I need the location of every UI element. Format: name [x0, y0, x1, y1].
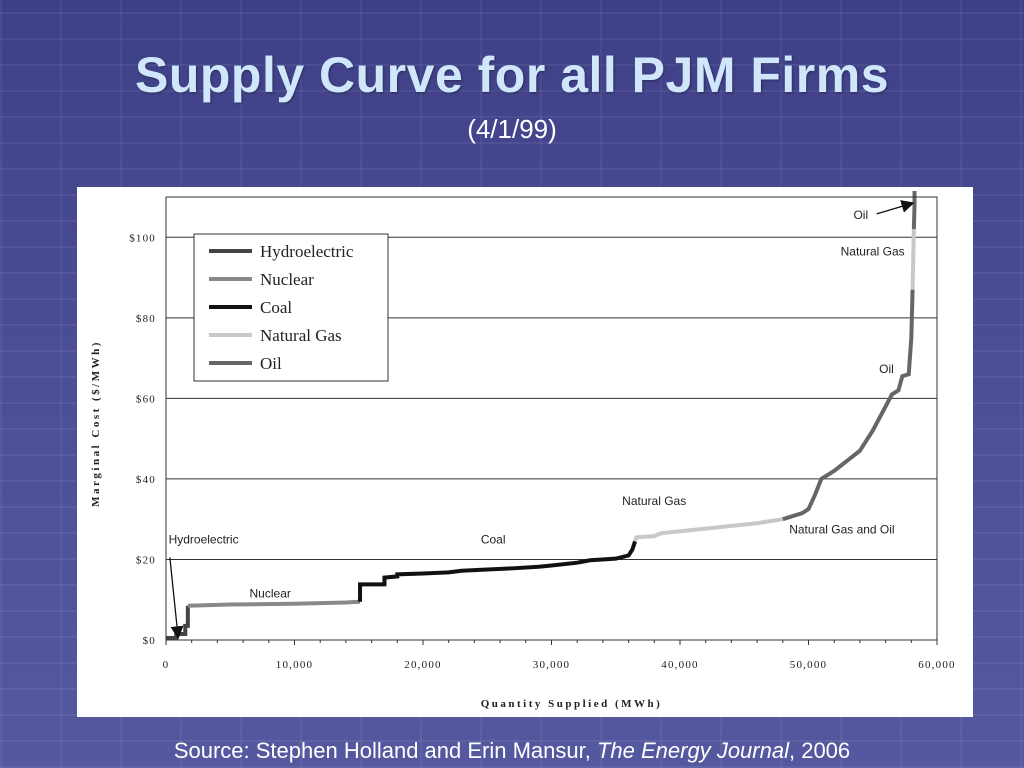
x-tick-label: 0 [163, 659, 170, 671]
annotation-label: Natural Gas [622, 494, 686, 508]
y-tick-label: $100 [129, 232, 156, 244]
legend: Hydroelectric Nuclear Coal Natural Gas Oil [193, 233, 389, 382]
x-axis-label: Quantity Supplied (MWh) [481, 698, 663, 710]
y-tick-label: $80 [136, 313, 156, 325]
slide-title: Supply Curve for all PJM Firms [134, 47, 890, 103]
x-tick-label: 10,000 [276, 659, 313, 671]
annotation-label: Hydroelectric [169, 532, 239, 546]
tick-labels: $0 $20 $40 $60 $80 $100 0 10,000 20,000 30,000 40,… [129, 232, 955, 671]
series-line-natural-gas [633, 517, 784, 542]
axes [165, 196, 938, 645]
series-lines [166, 190, 917, 640]
legend-label: Oil [260, 354, 282, 373]
series-line-nuclear [187, 599, 361, 608]
annotation-label: Oil [879, 362, 894, 376]
annotation-label: Nuclear [250, 587, 291, 601]
x-tick-label: 50,000 [790, 659, 827, 671]
annotation-label: Natural Gas and Oil [789, 522, 894, 536]
legend-label: Hydroelectric [260, 242, 354, 261]
hydro-arrow [169, 557, 184, 640]
legend-label: Coal [260, 298, 292, 317]
series-line-oil [782, 289, 915, 522]
source-journal: The Energy Journal [596, 738, 789, 763]
x-tick-label: 30,000 [533, 659, 570, 671]
series-line-natural-gas [910, 229, 916, 290]
chart-panel: $0 $20 $40 $60 $80 $100 0 10,000 20,000 30,000 40,… [77, 187, 973, 717]
y-tick-label: $20 [136, 554, 156, 566]
series-line-oil [911, 190, 917, 230]
y-axis-label: Marginal Cost ($/MWh) [90, 340, 102, 507]
source-citation: Source: Stephen Holland and Erin Mansur,… [0, 738, 1024, 764]
x-tick-label: 40,000 [661, 659, 698, 671]
y-tick-label: $40 [136, 474, 156, 486]
annotation-label: Natural Gas [841, 244, 905, 258]
legend-label: Nuclear [260, 270, 314, 289]
y-tick-label: $60 [136, 393, 156, 405]
slide-subtitle: (4/1/99) [467, 114, 557, 144]
supply-curve-chart: $0 $20 $40 $60 $80 $100 0 10,000 20,000 30,000 40,… [90, 190, 955, 710]
source-suffix: , 2006 [788, 738, 851, 763]
legend-label: Natural Gas [260, 326, 342, 345]
x-tick-label: 20,000 [404, 659, 441, 671]
series-line-coal [358, 540, 637, 602]
y-tick-label: $0 [143, 635, 156, 647]
oil-arrow [876, 200, 915, 215]
annotation-label: Oil [853, 208, 868, 222]
annotation-label: Coal [481, 532, 506, 546]
source-prefix: Source: Stephen Holland and Erin Mansur, [173, 738, 597, 763]
x-tick-label: 60,000 [918, 659, 955, 671]
annotations: Oil Natural Gas Oil Natural Gas Natural Gas … [169, 200, 915, 640]
